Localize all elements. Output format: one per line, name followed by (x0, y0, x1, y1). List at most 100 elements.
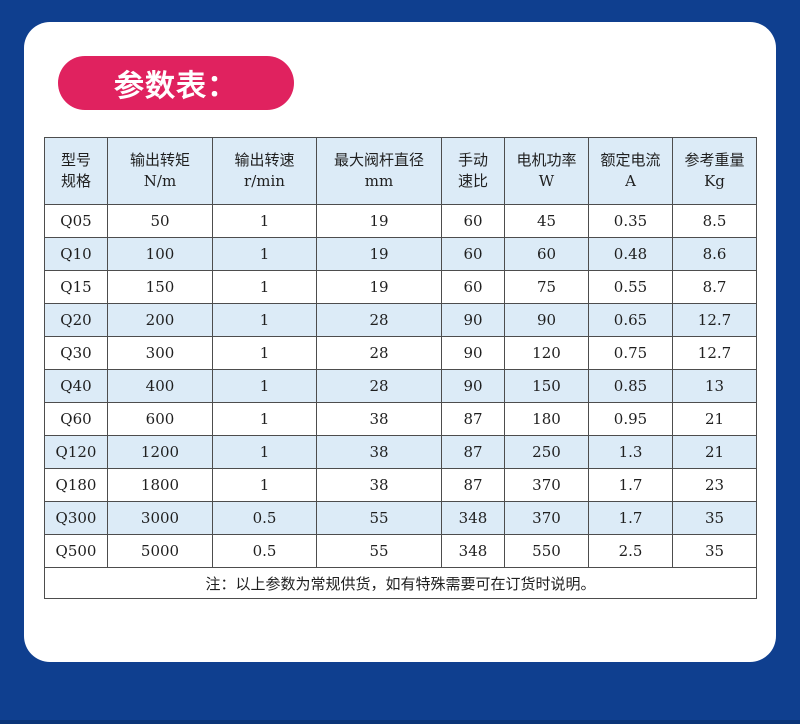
table-cell: Q05 (44, 204, 108, 238)
table-cell: 45 (504, 204, 589, 238)
table-cell: 2.5 (588, 534, 673, 568)
table-cell: 400 (107, 369, 213, 403)
table-cell: 600 (107, 402, 213, 436)
table-cell: 12.7 (672, 303, 757, 337)
table-cell: 1800 (107, 468, 213, 502)
table-cell: 60 (441, 270, 505, 304)
table-cell: 75 (504, 270, 589, 304)
table-cell: 348 (441, 501, 505, 535)
table-cell: 38 (316, 468, 442, 502)
table-cell: 35 (672, 534, 757, 568)
table-cell: Q30 (44, 336, 108, 370)
table-cell: Q500 (44, 534, 108, 568)
table-row: Q05 50 1 19 60 45 0.35 8.5 (44, 204, 757, 238)
title-badge: 参数表： (58, 56, 294, 110)
table-row: Q20 200 1 28 90 90 0.65 12.7 (44, 303, 757, 337)
table-cell: 90 (441, 336, 505, 370)
table-cell: 1 (212, 369, 317, 403)
table-cell: 348 (441, 534, 505, 568)
table-cell: 0.5 (212, 534, 317, 568)
table-cell: 1 (212, 336, 317, 370)
table-cell: 0.35 (588, 204, 673, 238)
table-cell: 19 (316, 237, 442, 271)
table-cell: 150 (107, 270, 213, 304)
table-cell: 1 (212, 435, 317, 469)
table-cell: 87 (441, 402, 505, 436)
table-row: Q40 400 1 28 90 150 0.85 13 (44, 369, 757, 403)
table-cell: 13 (672, 369, 757, 403)
table-cell: Q10 (44, 237, 108, 271)
table-row: Q60 600 1 38 87 180 0.95 21 (44, 402, 757, 436)
table-cell: 0.48 (588, 237, 673, 271)
table-cell: 370 (504, 468, 589, 502)
table-cell: 60 (441, 237, 505, 271)
header-cell: 最大阀杆直径 mm (316, 137, 442, 205)
table-cell: 28 (316, 303, 442, 337)
table-cell: 60 (441, 204, 505, 238)
table-cell: 8.7 (672, 270, 757, 304)
table-cell: 0.85 (588, 369, 673, 403)
table-cell: Q40 (44, 369, 108, 403)
table-cell: 60 (504, 237, 589, 271)
table-cell: 300 (107, 336, 213, 370)
header-cell: 输出转矩 N/m (107, 137, 213, 205)
table-cell: 100 (107, 237, 213, 271)
table-cell: 0.5 (212, 501, 317, 535)
table-note: 注：以上参数为常规供货，如有特殊需要可在订货时说明。 (44, 567, 757, 599)
table-cell: 0.55 (588, 270, 673, 304)
table-cell: 87 (441, 468, 505, 502)
table-cell: Q180 (44, 468, 108, 502)
table-cell: 19 (316, 270, 442, 304)
page-title: 参数表： (114, 69, 238, 104)
table-cell: 250 (504, 435, 589, 469)
table-cell: 1 (212, 402, 317, 436)
table-row: Q10 100 1 19 60 60 0.48 8.6 (44, 237, 757, 271)
table-cell: 55 (316, 501, 442, 535)
table-row: Q300 3000 0.5 55 348 370 1.7 35 (44, 501, 757, 535)
table-cell: 87 (441, 435, 505, 469)
table-cell: Q15 (44, 270, 108, 304)
header-cell: 额定电流 A (588, 137, 673, 205)
table-cell: 90 (441, 369, 505, 403)
table-note-row: 注：以上参数为常规供货，如有特殊需要可在订货时说明。 (44, 567, 757, 599)
table-cell: 21 (672, 402, 757, 436)
table-cell: Q120 (44, 435, 108, 469)
header-cell: 手动 速比 (441, 137, 505, 205)
table-cell: 21 (672, 435, 757, 469)
table-cell: 0.65 (588, 303, 673, 337)
table-cell: 8.6 (672, 237, 757, 271)
table-cell: 90 (504, 303, 589, 337)
table-cell: 1200 (107, 435, 213, 469)
table-cell: 1 (212, 270, 317, 304)
table-cell: 550 (504, 534, 589, 568)
table-cell: Q300 (44, 501, 108, 535)
table-cell: 38 (316, 435, 442, 469)
table-row: Q120 1200 1 38 87 250 1.3 21 (44, 435, 757, 469)
table-cell: 55 (316, 534, 442, 568)
table-cell: 370 (504, 501, 589, 535)
table-cell: 28 (316, 369, 442, 403)
table-cell: 1.3 (588, 435, 673, 469)
table-cell: 150 (504, 369, 589, 403)
table-cell: 12.7 (672, 336, 757, 370)
table-cell: 1 (212, 204, 317, 238)
table-cell: 38 (316, 402, 442, 436)
table-cell: 50 (107, 204, 213, 238)
table-cell: 35 (672, 501, 757, 535)
content-card: 参数表： 型号 规格 输出转矩 N/m 输出转速 r/min 最大阀杆直径 mm 手动速… (24, 22, 776, 662)
table-cell: 1.7 (588, 501, 673, 535)
table-header-row: 型号 规格 输出转矩 N/m 输出转速 r/min 最大阀杆直径 mm 手动 速比 电机功… (44, 137, 757, 205)
table-cell: 120 (504, 336, 589, 370)
table-cell: 0.75 (588, 336, 673, 370)
header-cell: 电机功率 W (504, 137, 589, 205)
table-cell: 1 (212, 237, 317, 271)
table-cell: 23 (672, 468, 757, 502)
table-cell: 1.7 (588, 468, 673, 502)
table-cell: 90 (441, 303, 505, 337)
table-cell: 19 (316, 204, 442, 238)
table-cell: 180 (504, 402, 589, 436)
table-cell: 28 (316, 336, 442, 370)
table-cell: 3000 (107, 501, 213, 535)
table-cell: Q60 (44, 402, 108, 436)
bottom-strip (0, 720, 800, 724)
